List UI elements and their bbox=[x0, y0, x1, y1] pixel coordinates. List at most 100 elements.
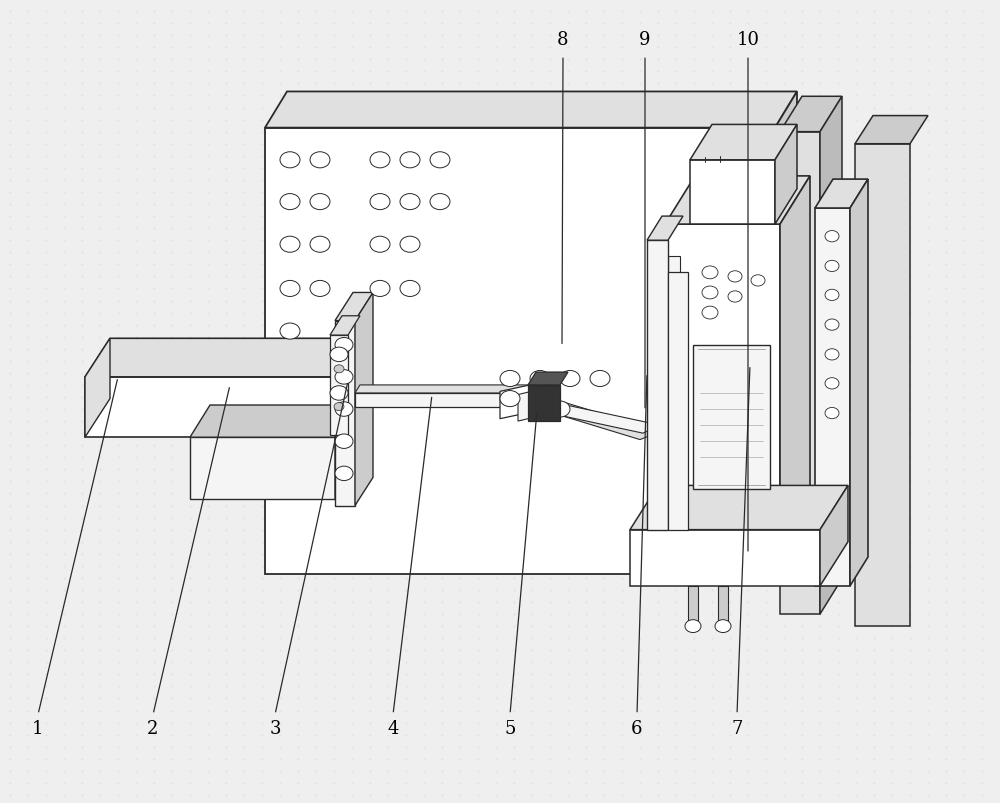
Circle shape bbox=[310, 281, 330, 297]
Polygon shape bbox=[630, 530, 820, 586]
Circle shape bbox=[335, 370, 353, 385]
Text: 9: 9 bbox=[639, 31, 651, 49]
Polygon shape bbox=[775, 125, 797, 225]
Polygon shape bbox=[690, 125, 797, 161]
Polygon shape bbox=[647, 217, 683, 241]
Polygon shape bbox=[335, 406, 355, 499]
Circle shape bbox=[334, 365, 344, 373]
Circle shape bbox=[751, 275, 765, 287]
Text: 10: 10 bbox=[736, 31, 760, 49]
Polygon shape bbox=[85, 339, 110, 438]
Polygon shape bbox=[815, 209, 850, 586]
Polygon shape bbox=[850, 180, 868, 586]
Circle shape bbox=[370, 153, 390, 169]
Polygon shape bbox=[355, 293, 373, 506]
Circle shape bbox=[400, 281, 420, 297]
Circle shape bbox=[560, 371, 580, 387]
Text: 1: 1 bbox=[32, 719, 44, 737]
Circle shape bbox=[728, 291, 742, 303]
Circle shape bbox=[280, 324, 300, 340]
Polygon shape bbox=[190, 438, 335, 499]
Polygon shape bbox=[265, 128, 775, 574]
Polygon shape bbox=[780, 132, 820, 614]
Circle shape bbox=[310, 153, 330, 169]
Polygon shape bbox=[553, 406, 660, 434]
Polygon shape bbox=[855, 145, 910, 626]
Circle shape bbox=[530, 371, 550, 387]
Circle shape bbox=[334, 403, 344, 411]
Circle shape bbox=[825, 378, 839, 389]
Polygon shape bbox=[85, 377, 335, 438]
Polygon shape bbox=[335, 321, 355, 506]
Circle shape bbox=[335, 338, 353, 353]
Polygon shape bbox=[775, 92, 797, 574]
Circle shape bbox=[310, 237, 330, 253]
Circle shape bbox=[400, 237, 420, 253]
Polygon shape bbox=[335, 293, 373, 321]
Polygon shape bbox=[355, 385, 535, 393]
Polygon shape bbox=[665, 177, 810, 225]
Polygon shape bbox=[265, 92, 797, 128]
Polygon shape bbox=[820, 486, 848, 586]
Circle shape bbox=[330, 348, 348, 362]
Polygon shape bbox=[668, 273, 688, 530]
Polygon shape bbox=[815, 180, 868, 209]
Text: 6: 6 bbox=[631, 719, 643, 737]
Polygon shape bbox=[718, 586, 728, 630]
Circle shape bbox=[280, 237, 300, 253]
Polygon shape bbox=[330, 316, 360, 336]
Polygon shape bbox=[190, 406, 355, 438]
Circle shape bbox=[370, 194, 390, 210]
Text: 4: 4 bbox=[387, 719, 399, 737]
Circle shape bbox=[685, 620, 701, 633]
Text: 8: 8 bbox=[557, 31, 569, 49]
Circle shape bbox=[370, 281, 390, 297]
Polygon shape bbox=[820, 97, 842, 614]
Circle shape bbox=[825, 290, 839, 301]
Polygon shape bbox=[355, 393, 530, 408]
Polygon shape bbox=[630, 486, 848, 530]
Circle shape bbox=[590, 371, 610, 387]
Text: 2: 2 bbox=[147, 719, 159, 737]
Circle shape bbox=[825, 408, 839, 419]
Circle shape bbox=[430, 153, 450, 169]
Circle shape bbox=[500, 371, 520, 387]
Polygon shape bbox=[690, 161, 775, 225]
Circle shape bbox=[400, 153, 420, 169]
Polygon shape bbox=[688, 586, 698, 630]
Circle shape bbox=[335, 402, 353, 417]
Polygon shape bbox=[335, 339, 360, 438]
Circle shape bbox=[825, 320, 839, 331]
Circle shape bbox=[825, 349, 839, 361]
Circle shape bbox=[825, 261, 839, 272]
Circle shape bbox=[400, 194, 420, 210]
Text: 5: 5 bbox=[504, 719, 516, 737]
Text: 7: 7 bbox=[731, 719, 743, 737]
Polygon shape bbox=[647, 241, 668, 530]
Circle shape bbox=[335, 434, 353, 449]
Polygon shape bbox=[528, 373, 568, 385]
Polygon shape bbox=[500, 385, 530, 419]
Polygon shape bbox=[780, 97, 842, 132]
Circle shape bbox=[702, 267, 718, 279]
Circle shape bbox=[500, 391, 520, 407]
Circle shape bbox=[430, 194, 450, 210]
Polygon shape bbox=[665, 225, 780, 538]
Polygon shape bbox=[85, 339, 360, 377]
Circle shape bbox=[280, 281, 300, 297]
Circle shape bbox=[550, 402, 570, 418]
Circle shape bbox=[702, 287, 718, 300]
Polygon shape bbox=[528, 385, 560, 422]
Circle shape bbox=[825, 231, 839, 243]
Circle shape bbox=[728, 271, 742, 283]
Polygon shape bbox=[540, 402, 660, 440]
Polygon shape bbox=[330, 336, 348, 435]
Circle shape bbox=[335, 467, 353, 481]
Polygon shape bbox=[855, 116, 928, 145]
Circle shape bbox=[280, 194, 300, 210]
Circle shape bbox=[330, 386, 348, 401]
Text: 3: 3 bbox=[269, 719, 281, 737]
Polygon shape bbox=[780, 177, 810, 538]
Circle shape bbox=[530, 391, 550, 407]
Circle shape bbox=[715, 620, 731, 633]
